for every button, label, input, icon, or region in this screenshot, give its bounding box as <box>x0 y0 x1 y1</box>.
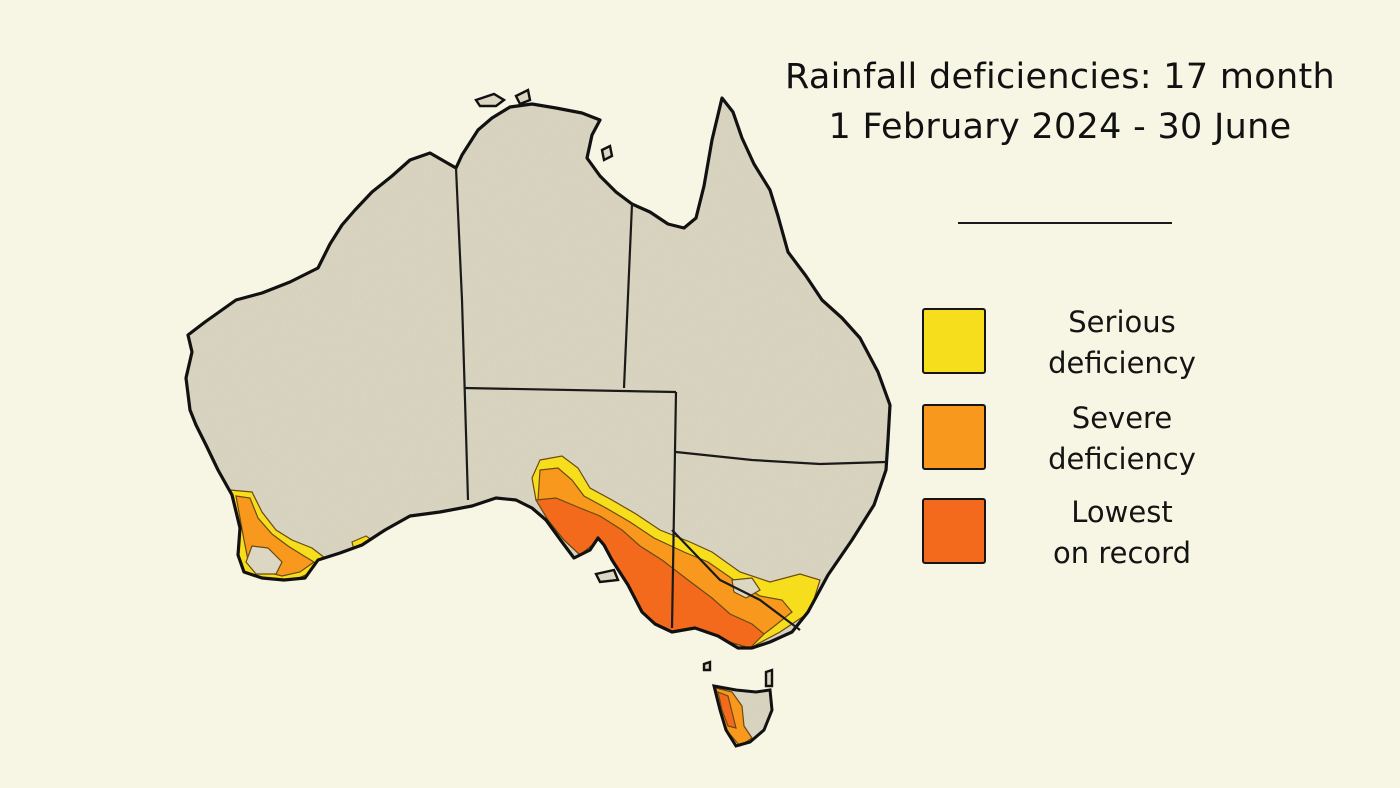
legend-swatch-serious <box>922 308 986 374</box>
kangaroo-island <box>594 568 620 584</box>
legend-item-lowest: Lowest on record <box>922 495 1242 578</box>
groote-island <box>600 144 614 162</box>
tasmania <box>711 684 774 748</box>
border-qld-nsw <box>675 450 887 466</box>
zone-se-gap <box>731 577 761 599</box>
legend-swatch-lowest <box>922 498 986 564</box>
islands <box>474 88 774 688</box>
tasmania-lowest <box>717 691 737 729</box>
legend-item-severe: Severe deficiency <box>922 401 1242 484</box>
island-bass-2 <box>764 668 774 688</box>
map-title-line2: 1 February 2024 - 30 June <box>828 107 1292 147</box>
border-sa-east <box>670 391 678 629</box>
legend-label-lowest: Lowest on record <box>1053 495 1191 570</box>
legend-label-severe: Severe deficiency <box>1048 401 1196 476</box>
title-divider <box>958 222 1172 224</box>
island-north <box>514 88 532 106</box>
legend-item-serious: Serious deficiency <box>922 305 1242 388</box>
map-title-line1: Rainfall deficiencies: 17 month <box>785 57 1335 97</box>
zone-sw-gap <box>245 545 283 575</box>
state-borders <box>454 167 887 631</box>
map-title: Rainfall deficiencies: 17 month 1 Februa… <box>740 52 1380 152</box>
tasmania-outline <box>711 684 774 748</box>
border-wa <box>454 167 470 501</box>
border-nt-sa <box>463 386 677 394</box>
border-nsw-vic <box>671 529 801 631</box>
island-bass <box>702 660 712 672</box>
deficiency-zones <box>229 455 821 648</box>
legend-label-serious: Serious deficiency <box>1048 305 1196 380</box>
border-nt-qld <box>622 203 634 389</box>
legend-swatch-severe <box>922 404 986 470</box>
melville-island <box>474 92 507 108</box>
